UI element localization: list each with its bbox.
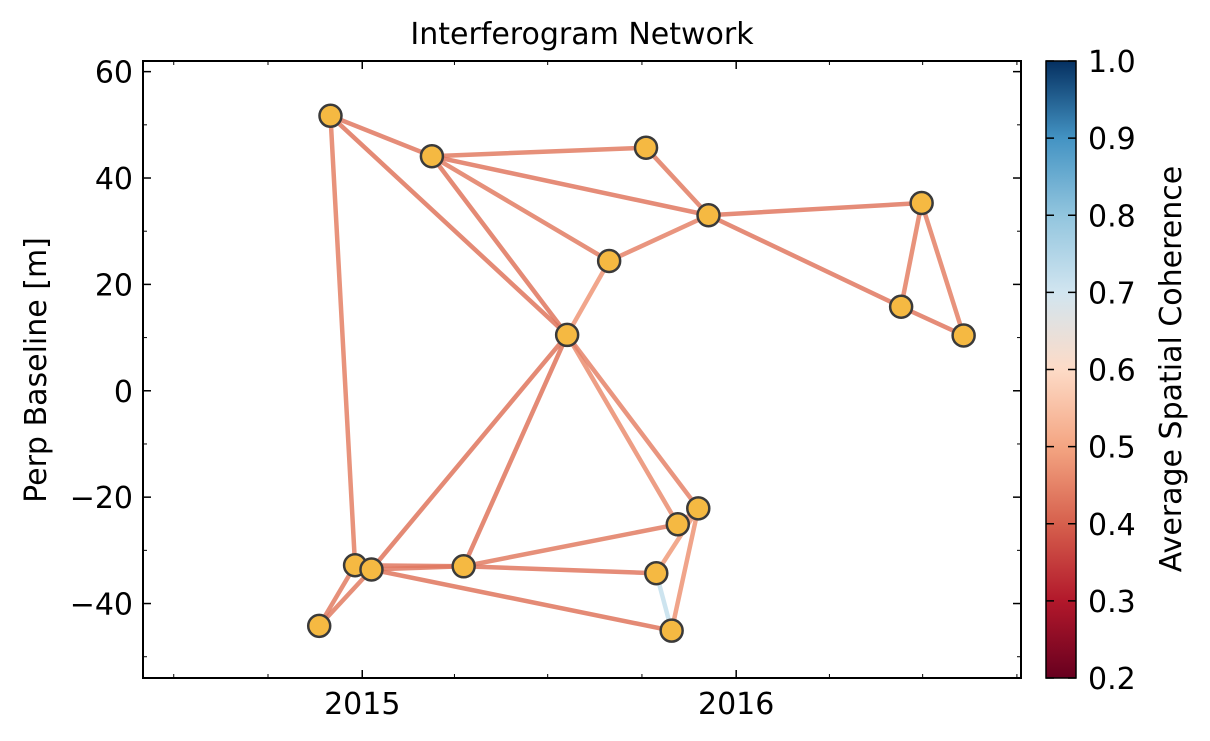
acquisition-node: [451, 554, 476, 579]
network-edge: [669, 506, 701, 633]
colorbar-tick-label: 0.6: [1088, 354, 1136, 389]
acquisition-node: [596, 248, 622, 274]
network-edge: [461, 332, 570, 569]
network-edge: [316, 567, 374, 629]
network-edge: [654, 506, 701, 576]
network-edge: [369, 332, 570, 572]
acquisition-node: [419, 143, 445, 169]
colorbar-label: Average Spatial Coherence: [1154, 166, 1189, 572]
colorbar-tick-label: 0.8: [1088, 199, 1136, 234]
y-axis-label: Perp Baseline [m]: [19, 237, 54, 503]
colorbar-ticks-layer: 0.2 0.3 0.4 0.5 0.6 0.7 0.8 0.9 1.0: [1046, 45, 1136, 697]
acquisition-node: [888, 294, 914, 319]
acquisition-node: [359, 557, 384, 582]
network-edge: [564, 332, 701, 511]
acquisition-node: [909, 190, 934, 216]
network-edge: [429, 153, 711, 218]
acquisition-node: [686, 496, 711, 521]
network-edge: [898, 200, 924, 309]
ticks-layer: −40 −20 0 20 40 60 2015 2016: [70, 56, 1021, 722]
network-edge: [706, 200, 924, 218]
acquisition-node: [318, 103, 343, 129]
acquisition-node: [659, 618, 684, 643]
acquisition-node: [306, 613, 332, 639]
network-edge: [328, 113, 570, 338]
y-tick-label: 0: [114, 375, 133, 410]
network-edge: [606, 213, 711, 264]
network-edge: [643, 145, 711, 218]
acquisition-node: [951, 323, 976, 348]
y-tick-label: −40: [70, 588, 133, 623]
network-edge: [461, 564, 659, 576]
plot-frame: [142, 60, 1022, 679]
network-edge: [461, 522, 681, 569]
colorbar-tick-label: 0.3: [1088, 585, 1136, 620]
colorbar-tick-label: 1.0: [1088, 45, 1136, 80]
acquisition-node: [644, 560, 669, 586]
colorbar-tick-label: 0.4: [1088, 508, 1136, 543]
nodes-layer: [306, 103, 976, 643]
network-edge: [328, 113, 435, 159]
network-edge: [369, 564, 466, 572]
network-edge: [706, 213, 904, 309]
network-edge: [328, 113, 358, 568]
acquisition-node: [633, 135, 659, 160]
acquisition-node: [665, 512, 691, 537]
edges-layer: [316, 113, 966, 633]
chart-title: Interferogram Network: [410, 17, 754, 52]
colorbar-tick-label: 0.9: [1088, 122, 1136, 157]
colorbar-tick-label: 0.2: [1088, 662, 1136, 697]
x-tick-label: 2015: [324, 687, 400, 722]
y-tick-label: −20: [70, 481, 133, 516]
y-tick-label: 40: [95, 162, 133, 197]
colorbar-tick-label: 0.5: [1088, 431, 1136, 466]
network-edge: [564, 332, 681, 527]
network-edge: [429, 153, 612, 264]
y-tick-label: 60: [95, 56, 133, 91]
network-edge: [429, 153, 570, 338]
colorbar-tick-label: 0.7: [1088, 276, 1136, 311]
network-edge: [919, 200, 966, 338]
network-edge: [369, 567, 674, 633]
network-edge: [564, 258, 612, 338]
y-tick-label: 20: [95, 268, 133, 303]
acquisition-node: [696, 203, 721, 228]
x-tick-label: 2016: [698, 687, 774, 722]
acquisition-node: [554, 322, 580, 348]
network-edge: [429, 145, 649, 159]
